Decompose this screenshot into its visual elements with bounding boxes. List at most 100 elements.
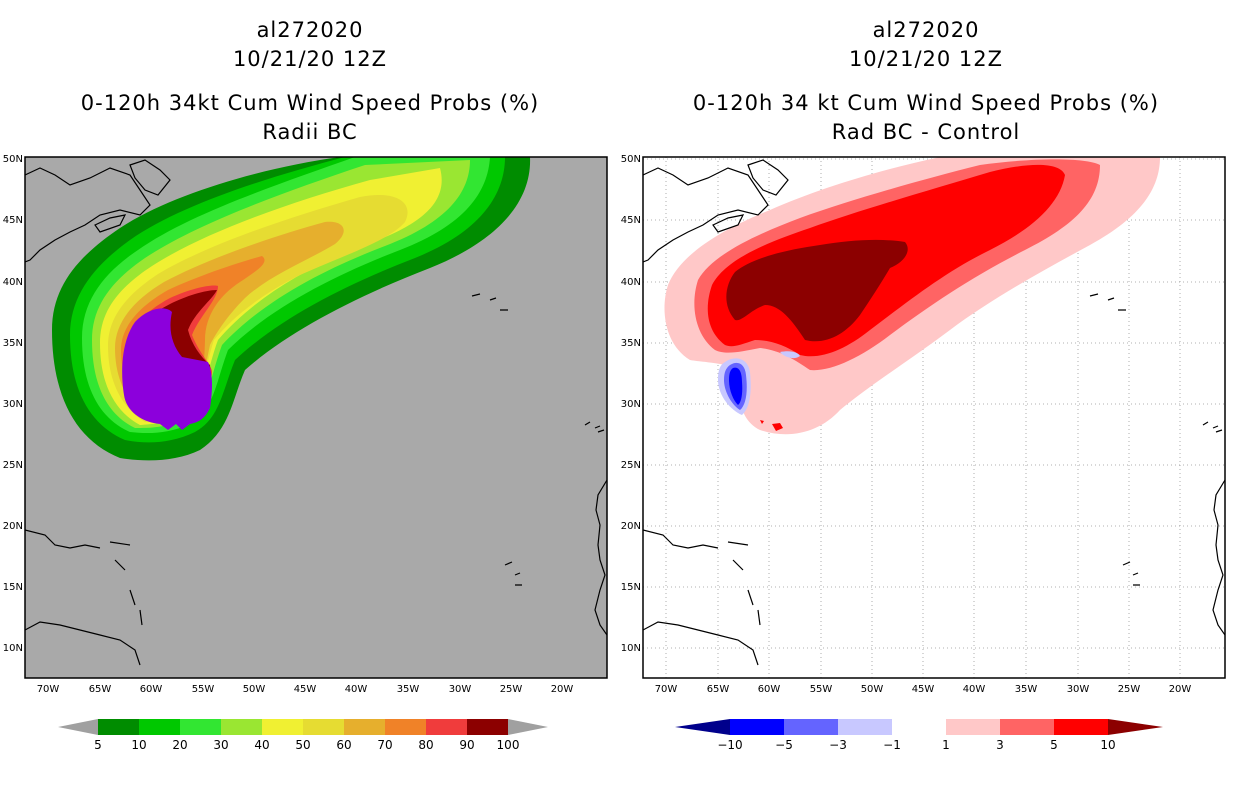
left-colorbar-label: 40 <box>254 738 269 752</box>
left-lon-label: 40W <box>345 684 368 695</box>
left-lat-label: 35N <box>3 338 23 349</box>
left-colorbar-swatch <box>426 719 467 735</box>
right-storm-id: al272020 <box>872 18 980 42</box>
right-product: 0-120h 34 kt Cum Wind Speed Probs (%) <box>692 91 1160 115</box>
right-coast-capeverde <box>1122 561 1140 586</box>
left-coastlines <box>25 159 607 666</box>
left-lon-label: 25W <box>500 684 523 695</box>
right-title-block: al272020 10/21/20 12Z 0-120h 34 kt Cum W… <box>676 16 1176 147</box>
left-lon-label: 70W <box>37 684 60 695</box>
left-colorbar-label: 80 <box>418 738 433 752</box>
right-colorbar-label: 5 <box>1050 738 1058 752</box>
left-coast-canaries <box>584 421 605 433</box>
left-lon-label: 20W <box>551 684 574 695</box>
left-map-frame <box>24 156 608 679</box>
left-lat-label: 30N <box>3 399 23 410</box>
right-lat-label: 10N <box>621 643 641 654</box>
left-lat-label: 25N <box>3 460 23 471</box>
left-coast-newfoundland <box>129 159 171 196</box>
left-colorbar-label: 60 <box>336 738 351 752</box>
right-lon-label: 20W <box>1169 684 1192 695</box>
right-colorbar-swatch <box>838 719 892 735</box>
left-colorbar: 5 10 20 30 40 50 60 70 80 90 100 <box>58 719 548 752</box>
left-colorbar-swatch <box>180 719 221 735</box>
left-colorbar-swatch <box>344 719 385 735</box>
right-subtitle: Rad BC - Control <box>831 120 1021 144</box>
right-lon-label: 60W <box>758 684 781 695</box>
left-colorbar-label: 100 <box>497 738 520 752</box>
right-colorbar-label: 10 <box>1100 738 1115 752</box>
left-lon-label: 55W <box>192 684 215 695</box>
right-colorbar: −10 −5 −3 −1 1 3 5 10 <box>675 719 1163 752</box>
left-colorbar-label: 50 <box>295 738 310 752</box>
left-colorbar-label: 10 <box>131 738 146 752</box>
right-lat-label: 20N <box>621 521 641 532</box>
right-difference-contours <box>664 157 1160 435</box>
left-title-block: al272020 10/21/20 12Z 0-120h 34kt Cum Wi… <box>60 16 560 147</box>
right-colorbar-label: −5 <box>775 738 793 752</box>
left-colorbar-label: 5 <box>94 738 102 752</box>
right-colorbar-swatch <box>1054 719 1108 735</box>
right-colorbar-low-end <box>675 719 730 735</box>
right-colorbar-high-end <box>1108 719 1163 735</box>
left-lon-label: 60W <box>140 684 163 695</box>
right-colorbar-swatch <box>730 719 784 735</box>
left-lon-label: 65W <box>89 684 112 695</box>
right-map-frame <box>642 156 1226 679</box>
right-lat-label: 35N <box>621 338 641 349</box>
right-coast-nova-scotia <box>712 214 745 233</box>
right-lon-label: 35W <box>1015 684 1038 695</box>
left-colorbar-swatch <box>262 719 303 735</box>
right-lon-label: 55W <box>810 684 833 695</box>
left-coast-africa <box>594 479 607 636</box>
right-colorbar-swatch <box>1000 719 1054 735</box>
right-lat-label: 50N <box>621 154 641 165</box>
left-colorbar-label: 70 <box>377 738 392 752</box>
right-lon-label: 40W <box>963 684 986 695</box>
left-lon-label: 45W <box>294 684 317 695</box>
left-colorbar-low-end <box>58 719 98 735</box>
left-lat-label: 20N <box>3 521 23 532</box>
left-colorbar-swatch <box>139 719 180 735</box>
right-date: 10/21/20 12Z <box>848 47 1004 71</box>
left-coast-nova-scotia <box>94 214 127 233</box>
left-probability-contours <box>52 157 531 461</box>
right-map-panel: 50N 45N 40N 35N 30N 25N 20N 15N 10N 70W 65W 60W 55W… <box>621 154 1226 695</box>
left-colorbar-swatch <box>467 719 508 735</box>
right-lon-label: 30W <box>1067 684 1090 695</box>
left-colorbar-label: 90 <box>459 738 474 752</box>
contour-100 <box>122 308 212 430</box>
left-colorbar-swatch <box>303 719 344 735</box>
right-lon-label: 65W <box>707 684 730 695</box>
right-coast-caribbean <box>643 529 761 666</box>
right-lon-label: 25W <box>1118 684 1141 695</box>
right-lon-labels: 70W 65W 60W 55W 50W 45W 40W 35W 30W 25W 20W <box>655 684 1192 695</box>
left-coast-caribbean <box>25 529 143 666</box>
left-date: 10/21/20 12Z <box>232 47 388 71</box>
diff-pos-small <box>760 420 783 431</box>
right-lat-label: 40N <box>621 277 641 288</box>
right-lat-label: 45N <box>621 215 641 226</box>
left-lat-label: 40N <box>3 277 23 288</box>
left-colorbar-label: 20 <box>172 738 187 752</box>
right-colorbar-swatch <box>892 719 946 735</box>
right-colorbar-swatch <box>784 719 838 735</box>
right-coast-azores <box>1089 293 1126 311</box>
right-lat-label: 15N <box>621 582 641 593</box>
right-lat-labels: 50N 45N 40N 35N 30N 25N 20N 15N 10N <box>621 154 641 654</box>
diff-10 <box>726 239 908 342</box>
left-lon-label: 30W <box>449 684 472 695</box>
left-lat-label: 45N <box>3 215 23 226</box>
right-lon-label: 70W <box>655 684 678 695</box>
left-lat-label: 50N <box>3 154 23 165</box>
left-coast-capeverde <box>504 561 522 586</box>
left-lat-labels: 50N 45N 40N 35N 30N 25N 20N 15N 10N <box>3 154 23 654</box>
diff-neg-5 <box>729 367 743 405</box>
left-colorbar-swatch <box>221 719 262 735</box>
left-storm-id: al272020 <box>256 18 364 42</box>
left-product: 0-120h 34kt Cum Wind Speed Probs (%) <box>80 91 540 115</box>
left-coast-north-america <box>25 167 151 263</box>
right-coast-canaries <box>1202 421 1223 433</box>
right-colorbar-label: −10 <box>717 738 742 752</box>
